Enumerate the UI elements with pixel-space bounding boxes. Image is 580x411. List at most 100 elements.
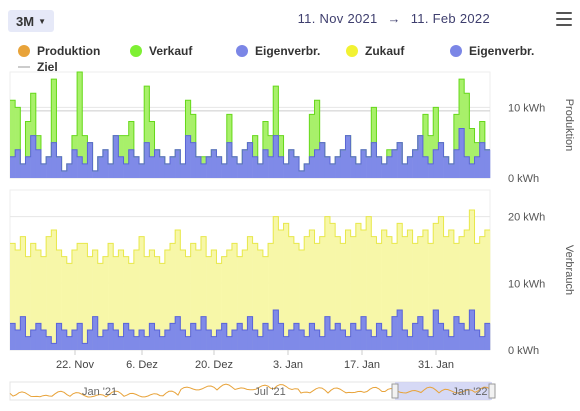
- bar-eigenverbr: [164, 163, 171, 178]
- bar-zukauf: [257, 250, 264, 350]
- bar-eigenverbr-bottom: [443, 330, 450, 350]
- bar-zukauf: [371, 236, 377, 350]
- bar-eigenverbr-bottom: [200, 316, 207, 350]
- bar-zukauf: [242, 250, 248, 350]
- bar-eigenverbr: [113, 135, 119, 178]
- bar-zukauf: [40, 256, 47, 350]
- bar-eigenverbr-bottom: [412, 323, 419, 350]
- bar-verkauf: [309, 114, 315, 157]
- bar-eigenverbr: [479, 142, 486, 178]
- bar-eigenverbr-bottom: [221, 323, 228, 350]
- bar-eigenverbr-bottom: [170, 323, 176, 350]
- bar-zukauf: [226, 250, 233, 350]
- bar-zukauf: [61, 256, 68, 350]
- x-tick-label: 31. Jan: [418, 359, 454, 371]
- bar-zukauf: [10, 243, 16, 350]
- bar-eigenverbr-bottom: [164, 330, 171, 350]
- bar-zukauf: [154, 256, 160, 350]
- bar-eigenverbr: [133, 156, 140, 178]
- bar-zukauf: [402, 236, 408, 350]
- bar-zukauf: [185, 256, 191, 350]
- bar-zukauf: [381, 230, 388, 350]
- bar-eigenverbr-bottom: [299, 330, 305, 350]
- legend-item[interactable]: Eigenverbr.: [236, 44, 320, 58]
- y-tick-label-bottom: 20 kWh: [508, 212, 545, 224]
- bar-eigenverbr-bottom: [319, 336, 326, 350]
- bar-verkauf: [226, 114, 233, 143]
- bar-eigenverbr: [381, 163, 388, 178]
- bar-eigenverbr-bottom: [211, 336, 217, 350]
- bar-eigenverbr: [159, 156, 166, 178]
- bar-eigenverbr: [257, 163, 264, 178]
- bar-eigenverbr-bottom: [350, 323, 357, 350]
- bar-eigenverbr: [422, 156, 429, 178]
- legend-label: Ziel: [37, 60, 58, 74]
- bar-eigenverbr: [319, 142, 326, 178]
- bar-zukauf: [221, 256, 228, 350]
- bar-eigenverbr-bottom: [278, 323, 284, 350]
- bar-eigenverbr-bottom: [128, 330, 135, 350]
- legend-item[interactable]: Ziel: [18, 60, 58, 74]
- bar-eigenverbr-bottom: [304, 336, 310, 350]
- bar-zukauf: [92, 250, 99, 350]
- legend-line-icon: [18, 66, 30, 68]
- bar-eigenverbr-bottom: [61, 330, 68, 350]
- bar-eigenverbr-bottom: [479, 336, 486, 350]
- date-range-display[interactable]: 11. Nov 2021 → 11. Feb 2022: [298, 11, 490, 26]
- bar-verkauf: [128, 121, 135, 150]
- bar-eigenverbr-bottom: [469, 310, 475, 350]
- bar-zukauf: [128, 263, 135, 350]
- bar-eigenverbr: [206, 156, 212, 178]
- bar-eigenverbr: [87, 142, 93, 178]
- legend-item[interactable]: Zukauf: [346, 44, 404, 58]
- bar-verkauf: [386, 149, 393, 157]
- bar-eigenverbr: [371, 142, 377, 178]
- bar-eigenverbr: [195, 156, 202, 178]
- bar-zukauf: [304, 236, 310, 350]
- bar-verkauf: [459, 79, 465, 129]
- date-to[interactable]: 11. Feb 2022: [410, 11, 490, 26]
- bar-zukauf: [469, 210, 475, 350]
- legend-item[interactable]: Verkauf: [130, 44, 192, 58]
- bar-verkauf: [82, 135, 88, 164]
- bar-eigenverbr: [154, 149, 160, 178]
- bar-zukauf: [87, 256, 93, 350]
- legend-item[interactable]: Eigenverbr.: [450, 44, 534, 58]
- bar-verkauf: [25, 121, 31, 157]
- bar-verkauf: [268, 135, 274, 157]
- legend-label: Produktion: [37, 44, 101, 58]
- range-selector-button[interactable]: 3M ▼: [8, 10, 54, 32]
- bar-eigenverbr: [412, 149, 419, 178]
- legend-label: Zukauf: [365, 44, 405, 58]
- bar-verkauf: [422, 114, 429, 157]
- legend-dot-icon: [346, 45, 358, 57]
- hamburger-menu-icon[interactable]: [556, 12, 572, 26]
- bar-eigenverbr: [149, 156, 155, 178]
- x-tick-label: 3. Jan: [273, 359, 303, 371]
- navigator-handle-right[interactable]: [488, 383, 496, 399]
- bar-eigenverbr-bottom: [314, 330, 320, 350]
- bar-verkauf: [371, 107, 377, 143]
- bar-eigenverbr: [376, 156, 382, 178]
- bar-eigenverbr: [360, 149, 367, 178]
- bar-verkauf: [278, 135, 284, 157]
- bar-eigenverbr: [407, 156, 413, 178]
- bar-eigenverbr-bottom: [355, 330, 362, 350]
- bar-eigenverbr: [25, 156, 31, 178]
- bar-zukauf: [108, 243, 114, 350]
- navigator-handle-left[interactable]: [391, 383, 399, 399]
- bar-eigenverbr: [252, 156, 259, 178]
- bar-eigenverbr: [108, 163, 114, 178]
- bar-eigenverbr-bottom: [335, 323, 341, 350]
- bar-eigenverbr: [484, 149, 491, 178]
- bar-eigenverbr-bottom: [102, 330, 109, 350]
- bar-eigenverbr-bottom: [474, 330, 480, 350]
- legend-label: Eigenverbr.: [469, 44, 535, 58]
- date-from[interactable]: 11. Nov 2021: [297, 11, 378, 26]
- bar-eigenverbr-bottom: [484, 323, 491, 350]
- bar-zukauf: [97, 263, 104, 350]
- legend-item[interactable]: Produktion: [18, 44, 100, 58]
- bar-zukauf: [170, 243, 176, 350]
- bar-eigenverbr-bottom: [66, 336, 73, 350]
- bar-zukauf: [82, 243, 88, 350]
